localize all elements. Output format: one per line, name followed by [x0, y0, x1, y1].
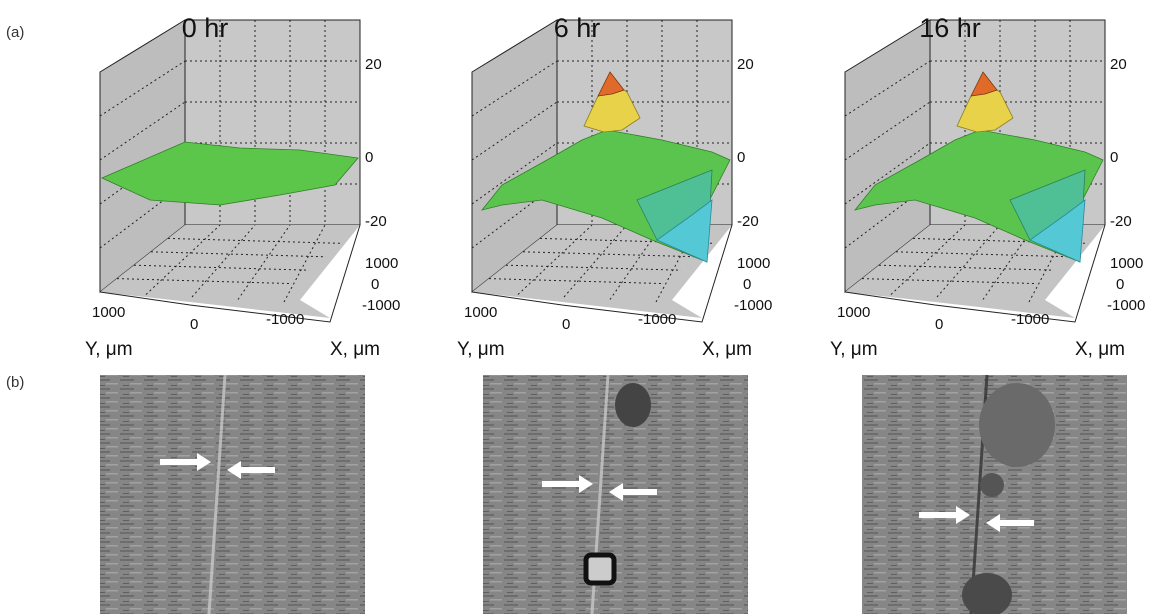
- surface-cyan: [656, 199, 713, 263]
- grid: [99, 101, 186, 161]
- y-tick-label: 0: [190, 316, 198, 333]
- panel-title: 6 hr: [554, 13, 601, 43]
- panel-label: (a): [6, 24, 24, 41]
- y-tick-label: -1000: [638, 311, 676, 328]
- z-tick-label: -20: [1110, 213, 1132, 230]
- z-tick-label: -20: [737, 213, 759, 230]
- grid: [895, 251, 1072, 258]
- surface-orange: [597, 71, 625, 97]
- x-tick-label: 0: [743, 276, 751, 293]
- surface-plot: 0 hr 20 0 -20 1000 0 -1000 1000 0 -1000 Y, μm X, μm: [85, 13, 400, 360]
- grid: [890, 224, 966, 295]
- x-tick-label: 1000: [737, 255, 770, 272]
- z-tick-label: 20: [1110, 56, 1127, 73]
- y-tick-label: -1000: [266, 311, 304, 328]
- z-tick-label: 0: [1110, 149, 1118, 166]
- grid: [936, 224, 1001, 298]
- surface-orange: [970, 71, 998, 97]
- arrow: [609, 483, 657, 501]
- blob: [962, 573, 1012, 614]
- axis-label: Y, μm: [457, 339, 505, 360]
- surface: [101, 141, 359, 206]
- x-tick-label: 1000: [365, 255, 398, 272]
- grid: [505, 264, 682, 271]
- blob: [979, 383, 1055, 467]
- grid: [167, 237, 344, 244]
- grid: [488, 278, 665, 285]
- z-tick-label: 0: [365, 149, 373, 166]
- grid: [563, 224, 628, 298]
- floor: [100, 225, 360, 318]
- grid: [133, 264, 310, 271]
- y-tick-label: -1000: [1011, 311, 1049, 328]
- x-tick-label: 1000: [1110, 255, 1143, 272]
- surface-cyan: [1029, 199, 1086, 263]
- grid: [191, 224, 256, 298]
- blob: [615, 383, 651, 427]
- grid: [145, 224, 221, 295]
- x-tick-label: -1000: [362, 297, 400, 314]
- surface-plot: 16 hr 20 0 -20 1000 0 -1000 1000 0 -1000 Y, μm X, μ…: [830, 13, 1145, 360]
- surface-plot: 6 hr 20 0 -20 1000 0 -1000 1000 0 -1000 Y, μm X, μm: [457, 13, 772, 360]
- axis-label: Y, μm: [830, 339, 878, 360]
- grid: [844, 60, 931, 117]
- grid: [878, 264, 1055, 271]
- y-tick-label: 1000: [92, 304, 125, 321]
- grid: [237, 224, 291, 300]
- y-tick-label: 0: [935, 316, 943, 333]
- panel-label: (b): [6, 374, 24, 391]
- grid: [522, 251, 699, 258]
- grid: [116, 278, 293, 285]
- panel-title: 16 hr: [919, 13, 981, 43]
- y-tick-label: 1000: [464, 304, 497, 321]
- floor-edge: [844, 224, 1106, 323]
- arrow: [227, 461, 275, 479]
- z-tick-label: 20: [737, 56, 754, 73]
- grid: [471, 101, 558, 161]
- particle: [583, 552, 617, 586]
- axis-label: X, μm: [330, 339, 380, 360]
- arrow: [160, 453, 211, 471]
- grid: [861, 278, 1038, 285]
- axis-label: X, μm: [702, 339, 752, 360]
- y-tick-label: 1000: [837, 304, 870, 321]
- z-tick-label: 0: [737, 149, 745, 166]
- floor: [845, 225, 1105, 318]
- blob: [980, 473, 1004, 497]
- arrow: [542, 475, 593, 493]
- grid: [99, 60, 186, 117]
- z-tick-label: 20: [365, 56, 382, 73]
- x-tick-label: 0: [371, 276, 379, 293]
- panel-title: 0 hr: [182, 13, 229, 43]
- floor-edge: [471, 224, 733, 323]
- axis-label: X, μm: [1075, 339, 1125, 360]
- micrograph: [100, 374, 365, 614]
- image-bg: [100, 375, 365, 614]
- arrow: [919, 506, 970, 524]
- scratch: [207, 374, 227, 614]
- floor-edge: [99, 224, 361, 323]
- grid: [150, 251, 327, 258]
- arrow: [986, 514, 1034, 532]
- micrograph: [483, 374, 748, 614]
- x-tick-label: -1000: [1107, 297, 1145, 314]
- floor: [472, 225, 732, 318]
- x-tick-label: 0: [1116, 276, 1124, 293]
- x-tick-label: -1000: [734, 297, 772, 314]
- axis-label: Y, μm: [85, 339, 133, 360]
- y-tick-label: 0: [562, 316, 570, 333]
- z-tick-label: -20: [365, 213, 387, 230]
- grid: [471, 60, 558, 117]
- grid: [517, 224, 593, 295]
- micrograph: [862, 374, 1127, 614]
- grid: [844, 101, 931, 161]
